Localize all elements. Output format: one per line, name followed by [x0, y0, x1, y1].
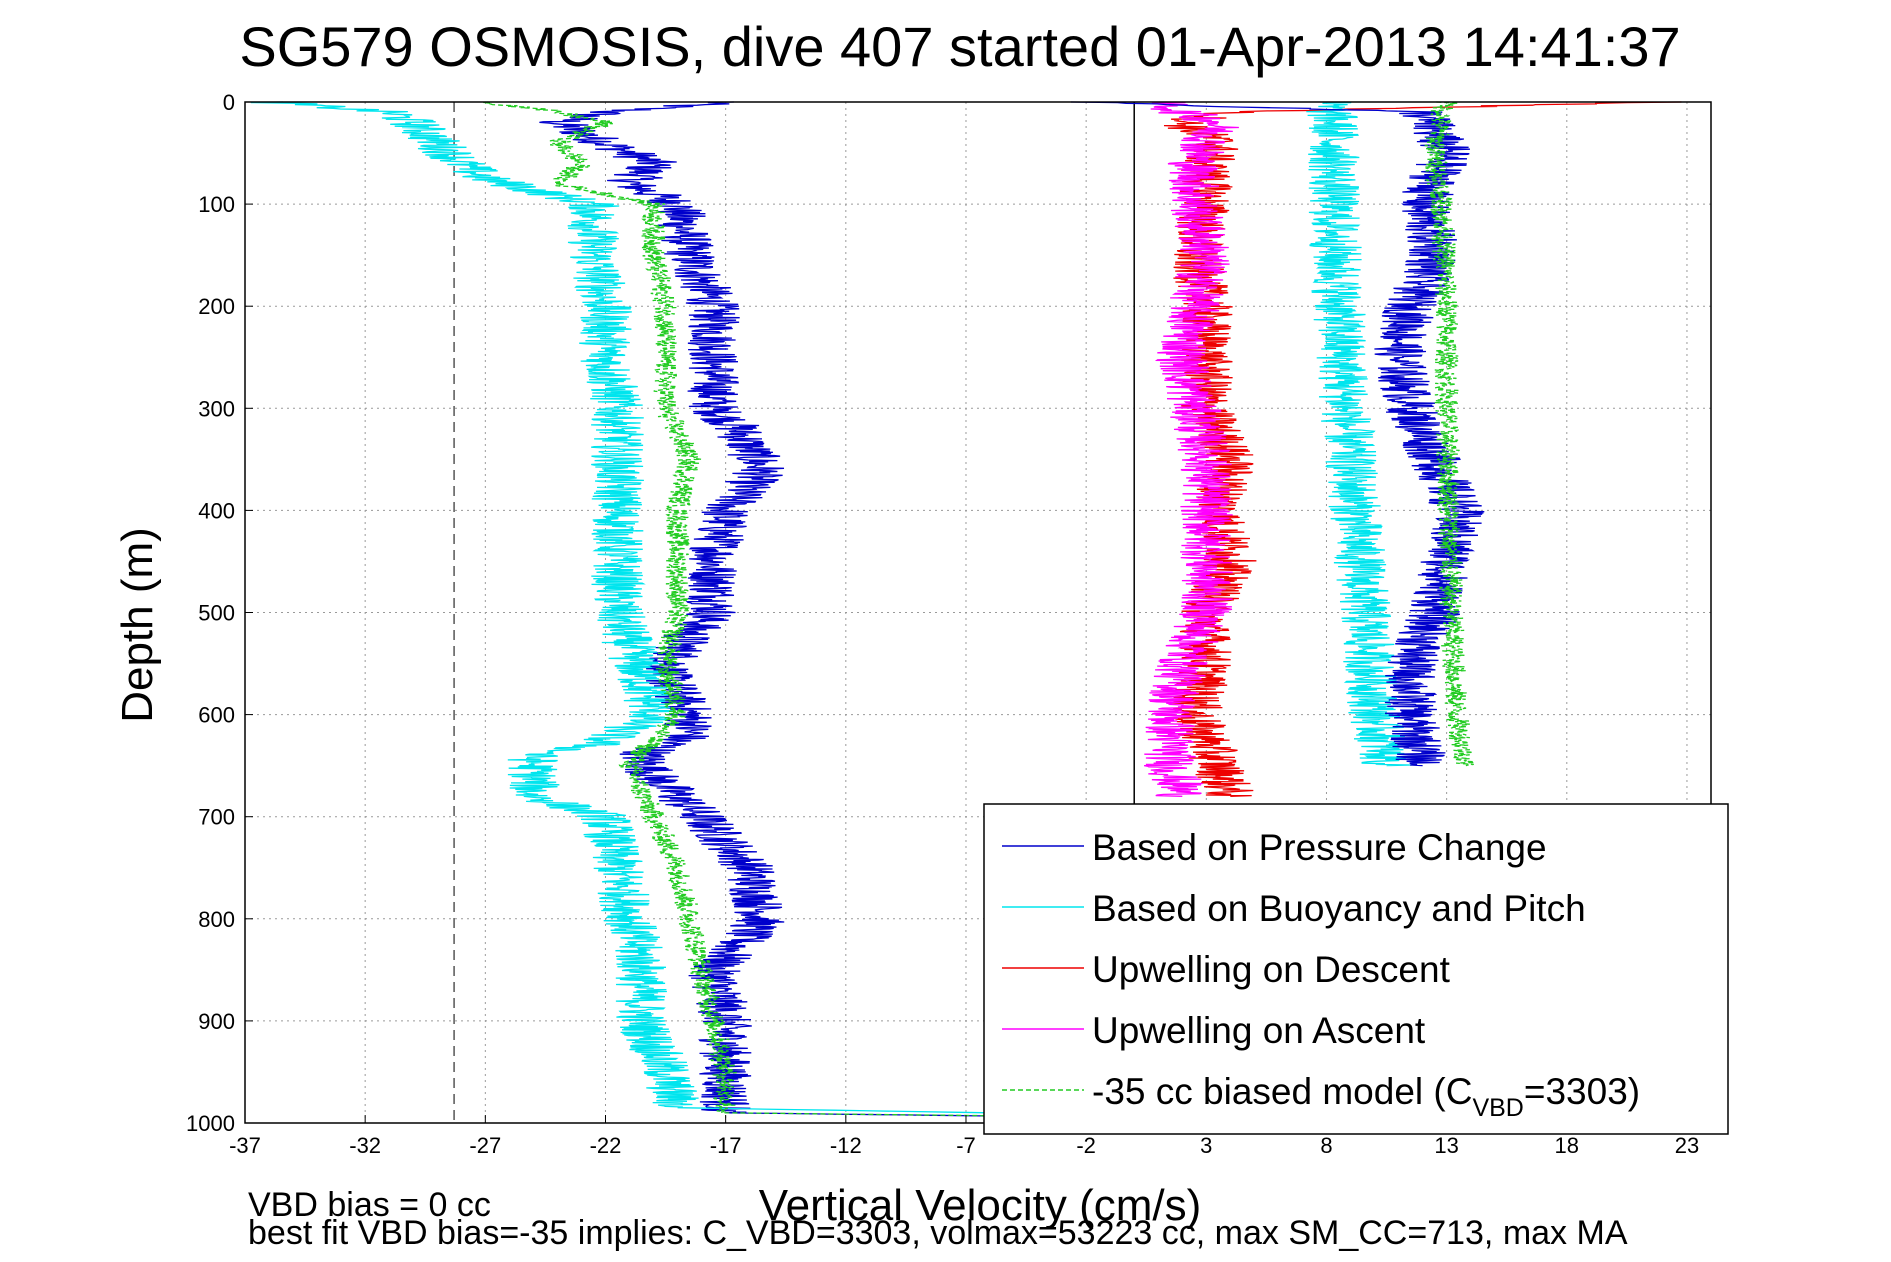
legend-label: -35 cc biased model (CVBD=3303) [1092, 1071, 1640, 1122]
x-tick-label: -22 [590, 1133, 622, 1158]
series-line-2 [1163, 101, 1682, 797]
x-tick-label: -37 [229, 1133, 261, 1158]
series-line-6 [1070, 101, 1485, 767]
y-tick-label: 200 [198, 294, 235, 319]
note-vbd-bias: VBD bias = 0 cc [248, 1186, 491, 1224]
x-tick-label: 3 [1200, 1133, 1212, 1158]
legend-box [983, 803, 1729, 1135]
x-tick-label: -17 [710, 1133, 742, 1158]
series-line-1 [250, 101, 1615, 1124]
y-tick-label: 600 [198, 703, 235, 728]
x-tick-label: -32 [349, 1133, 381, 1158]
series-line-0 [539, 101, 1567, 1124]
x-tick-label: 13 [1434, 1133, 1458, 1158]
y-tick-label: 400 [198, 498, 235, 523]
y-tick-label: 800 [198, 907, 235, 932]
legend-label: Based on Pressure Change [1092, 827, 1547, 868]
legend: Based on Pressure Change Based on Buoyanc… [983, 803, 1729, 1135]
x-axis-label: Vertical Velocity (cm/s) [759, 1181, 1202, 1230]
y-tick-label: 0 [223, 90, 235, 115]
x-tick-label: -2 [1076, 1133, 1096, 1158]
y-tick-label: 500 [198, 601, 235, 626]
x-tick-label: -7 [956, 1133, 976, 1158]
x-axis-ticks: -37 -32 -27 -22 -17 -12 -7 -2 3 8 13 18 23 [229, 1115, 1699, 1158]
x-tick-label: 23 [1675, 1133, 1699, 1158]
y-tick-label: 1000 [186, 1111, 235, 1136]
x-tick-label: 18 [1555, 1133, 1579, 1158]
plot-area [250, 101, 1682, 1124]
chart-title: SG579 OSMOSIS, dive 407 started 01-Apr-2… [239, 15, 1680, 78]
legend-label: Upwelling on Ascent [1092, 1010, 1426, 1051]
series-line-5 [1306, 101, 1412, 767]
series-line-7 [1424, 101, 1477, 767]
legend-label: Based on Buoyancy and Pitch [1092, 888, 1586, 929]
x-tick-label: -12 [830, 1133, 862, 1158]
x-tick-label: -27 [469, 1133, 501, 1158]
y-tick-label: 100 [198, 192, 235, 217]
y-axis-ticks: 0 100 200 300 400 500 600 700 800 900 1000 [186, 90, 253, 1136]
x-tick-label: 8 [1320, 1133, 1332, 1158]
y-tick-label: 300 [198, 396, 235, 421]
note-best-fit: best fit VBD bias=-35 implies: C_VBD=330… [248, 1214, 1628, 1252]
legend-label: Upwelling on Descent [1092, 949, 1451, 990]
series-line-3 [1143, 101, 1239, 797]
y-tick-label: 700 [198, 805, 235, 830]
y-tick-label: 900 [198, 1009, 235, 1034]
y-axis-label: Depth (m) [113, 527, 162, 723]
series-line-4 [482, 101, 1639, 1124]
